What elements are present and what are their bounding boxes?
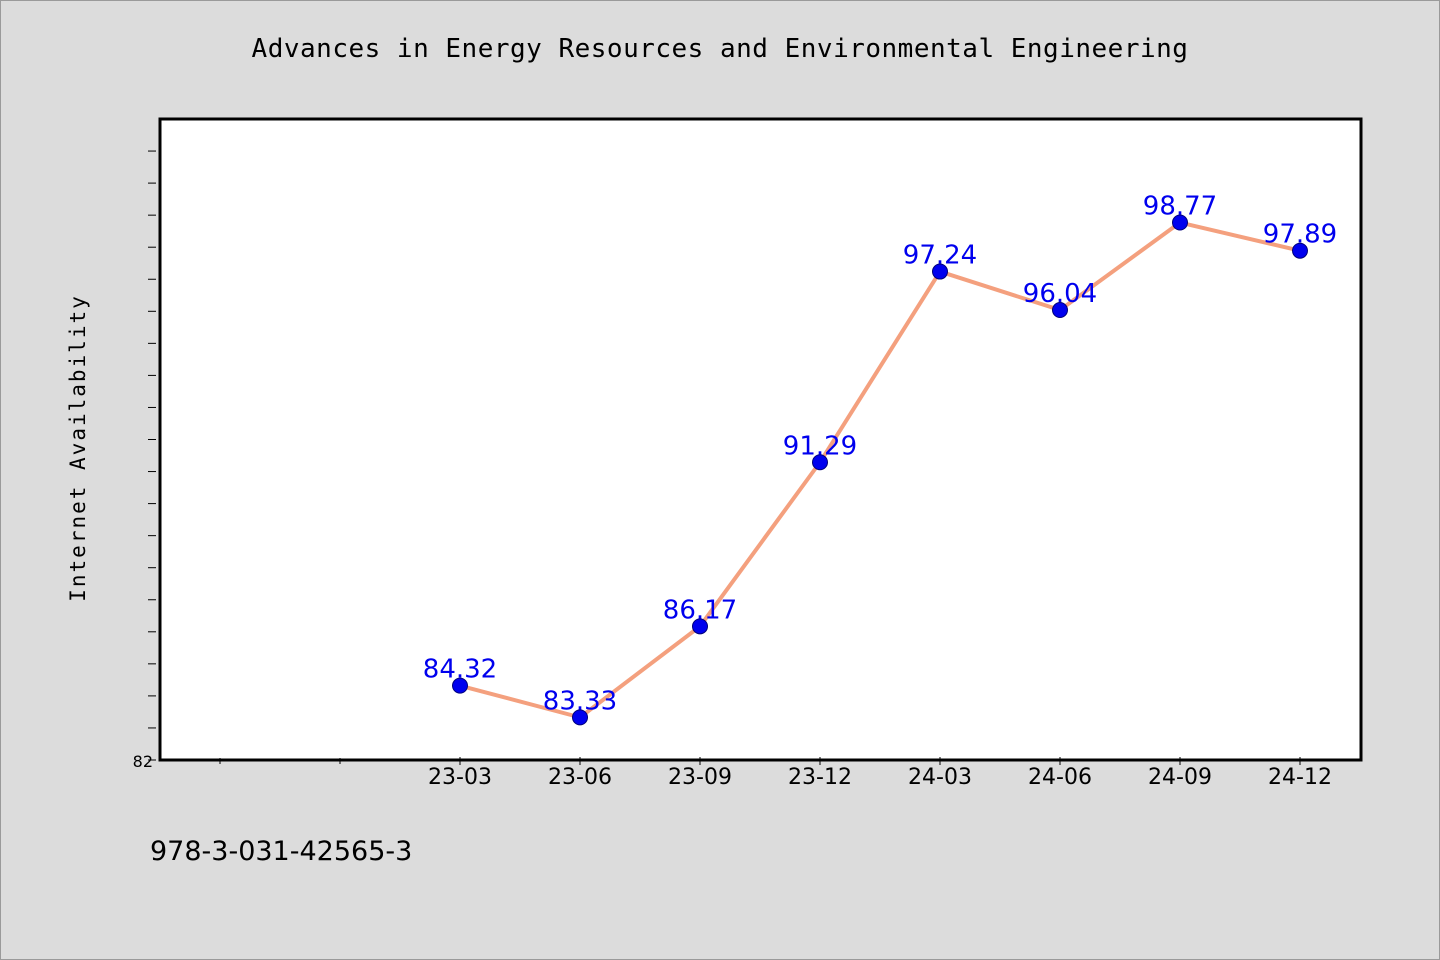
series-line — [459, 220, 1301, 720]
data-label: 83.33 — [543, 686, 617, 716]
data-point-marker — [572, 709, 588, 726]
x-tick-label: 23-03 — [428, 765, 492, 790]
data-label: 84.32 — [423, 655, 497, 685]
chart-title: Advances in Energy Resources and Environ… — [251, 34, 1189, 64]
x-axis-ticks: 23-03 23-06 23-09 23-12 24-03 24-06 24-09 24-12 — [219, 757, 1332, 790]
data-label: 98.77 — [1143, 192, 1217, 222]
x-tick-label: 24-09 — [1148, 765, 1212, 790]
data-point-marker — [932, 263, 948, 280]
data-point-marker — [1052, 302, 1068, 319]
data-label: 97.24 — [903, 241, 977, 271]
series-layer — [452, 214, 1308, 726]
data-label-layer: 84.32 83.33 86.17 91.29 97.24 96.04 98.77 97.89 — [423, 192, 1337, 717]
data-label: 91.29 — [783, 431, 857, 461]
data-point-marker — [1292, 242, 1308, 259]
y-tick-label: 82 — [133, 752, 153, 771]
data-point-marker — [1172, 214, 1188, 231]
x-tick-label: 24-03 — [908, 765, 972, 790]
data-point-marker — [812, 454, 828, 471]
x-tick-label: 23-09 — [668, 765, 732, 790]
y-axis-ticks: 82 — [133, 150, 156, 771]
x-tick-label: 23-12 — [788, 765, 852, 790]
data-label: 97.89 — [1263, 220, 1337, 250]
x-tick-label: 23-06 — [548, 765, 612, 790]
data-label: 96.04 — [1023, 279, 1097, 309]
plot-area — [158, 117, 1363, 762]
footer-code: 978-3-031-42565-3 — [150, 836, 413, 867]
data-label: 86.17 — [663, 595, 737, 625]
data-point-marker — [452, 677, 468, 694]
x-tick-label: 24-12 — [1268, 765, 1332, 790]
x-tick-label: 24-06 — [1028, 765, 1092, 790]
data-point-marker — [692, 618, 708, 635]
